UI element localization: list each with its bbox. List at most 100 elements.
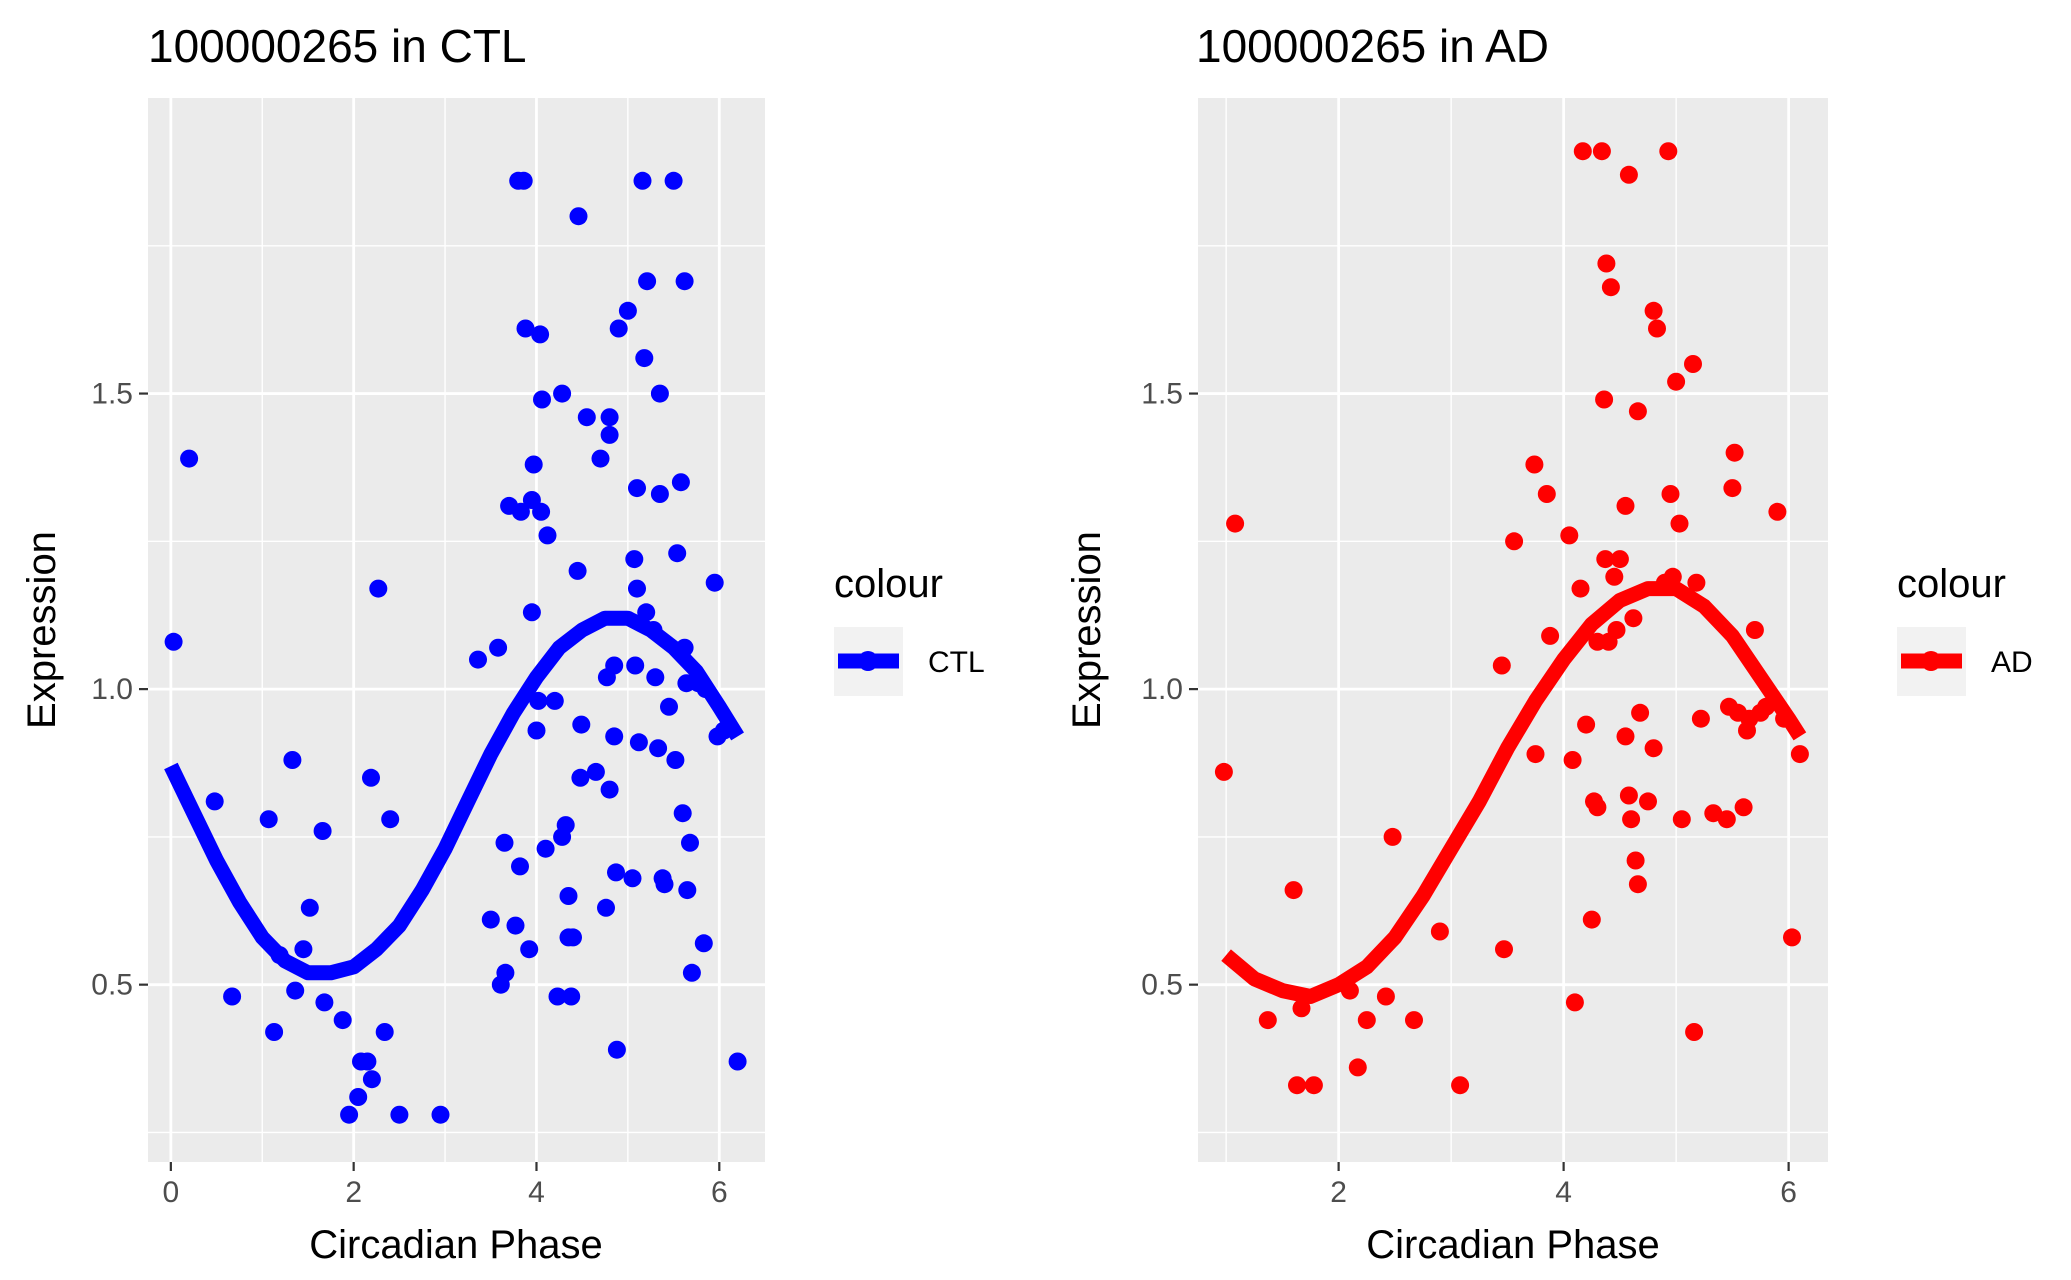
data-point-ad [1659,142,1678,161]
data-point-ctl [633,171,652,190]
points-ad [1214,142,1809,1095]
data-point-ctl [514,171,533,190]
data-point-ctl [481,910,500,929]
data-point-ctl [469,650,487,669]
data-point-ad [1492,656,1511,675]
data-point-ad [1725,443,1744,462]
data-point-ad [1704,804,1723,823]
data-point-ad [1790,745,1809,764]
data-point-ctl [671,473,690,492]
data-point-ad [1505,532,1524,551]
data-point-ctl [607,863,625,882]
data-point-ctl [600,780,619,799]
data-point-ad [1601,278,1620,297]
data-point-ad [1541,626,1560,645]
data-point-ad [1571,579,1590,598]
data-point-ctl [381,810,400,829]
y-tick-label-ctl: 1.0 [91,673,133,706]
y-tick-label-ctl: 0.5 [91,969,133,1002]
data-point-ctl [300,898,319,917]
data-point-ctl [609,319,628,338]
x-axis-title-ctl: Circadian Phase [309,1223,603,1267]
data-point-ctl [646,668,665,687]
data-point-ctl [358,1052,377,1071]
data-point-ctl [564,928,582,947]
data-point-ctl [559,887,578,905]
data-point-ctl [673,804,692,823]
data-point-ctl [548,987,567,1006]
data-point-ctl [628,579,646,598]
data-point-ad [1745,621,1764,639]
data-point-ad [1573,142,1592,161]
data-point-ctl [223,987,242,1006]
data-point-ctl [375,1023,394,1041]
data-point-ad [1691,709,1710,728]
axes-ad: 2 4 6 0.5 1.0 1.5 [1141,378,1797,1209]
data-point-ad [1685,1023,1704,1041]
data-point-ad [1525,455,1544,474]
data-point-ctl [577,408,596,427]
data-point-ad [1292,999,1311,1018]
data-point-ctl [626,656,645,675]
x-tick-label-ctl: 6 [711,1176,728,1209]
data-point-ad [1383,827,1402,846]
legend-ad: colour AD [1897,562,2033,696]
x-tick-label-ad: 6 [1780,1176,1797,1209]
data-point-ctl [362,768,380,787]
data-point-ctl [607,1040,626,1059]
legend-key-point-ctl [858,651,878,671]
data-point-ctl [571,768,590,787]
axes-ctl: 0 2 4 6 0.5 1.0 1.5 [91,378,727,1209]
data-point-ctl [533,390,551,409]
fit-line-ctl [164,610,744,981]
data-point-ctl [349,1088,368,1106]
data-point-ad [1619,786,1638,805]
data-point-ctl [431,1105,450,1124]
data-point-ctl [625,550,644,569]
data-point-ctl [520,940,539,959]
data-point-ctl [618,301,637,320]
plot-background-ctl [148,98,765,1162]
legend-label-ad: AD [1991,646,2033,679]
data-point-ad [1357,1011,1376,1030]
data-point-ad [1405,1011,1423,1030]
data-point-ctl [678,881,697,900]
data-point-ctl [586,762,605,781]
data-point-ctl [553,384,572,403]
data-point-ad [1304,1076,1323,1095]
data-point-ad [1595,390,1614,409]
data-point-ad [1258,1011,1277,1030]
data-point-ctl [313,822,332,840]
data-point-ad [1723,479,1742,498]
data-point-ad [1672,810,1691,829]
data-point-ad [1644,301,1663,320]
panel-ctl: 100000265 in CTL 0 2 4 6 0.5 1.0 1.5 Circadian… [20,20,985,1267]
x-tick-label-ad: 2 [1330,1176,1347,1209]
data-point-ctl [605,727,624,746]
data-point-ctl [286,981,305,1000]
data-point-ctl [682,963,701,982]
data-point-ad [1661,485,1680,503]
data-point-ctl [600,425,619,444]
data-point-ctl [489,638,508,657]
data-point-ad [1348,1058,1367,1077]
data-point-ctl [495,833,514,852]
data-point-ctl [568,561,587,580]
data-point-ad [1622,810,1641,829]
legend-label-ctl: CTL [928,646,985,679]
fit-line-ad [1221,581,1807,1004]
data-point-ctl [362,1070,381,1089]
x-tick-label-ctl: 2 [345,1176,362,1209]
data-point-ctl [650,384,669,403]
data-point-ad [1616,727,1635,746]
data-point-ad [1667,372,1686,391]
data-point-ctl [705,573,724,592]
data-point-ad [1783,928,1801,947]
data-point-ctl [675,272,694,291]
data-point-ad [1592,142,1611,161]
data-point-ctl [205,792,224,811]
data-point-ctl [340,1105,359,1124]
data-point-ad [1628,875,1647,894]
data-point-ad [1639,792,1657,811]
